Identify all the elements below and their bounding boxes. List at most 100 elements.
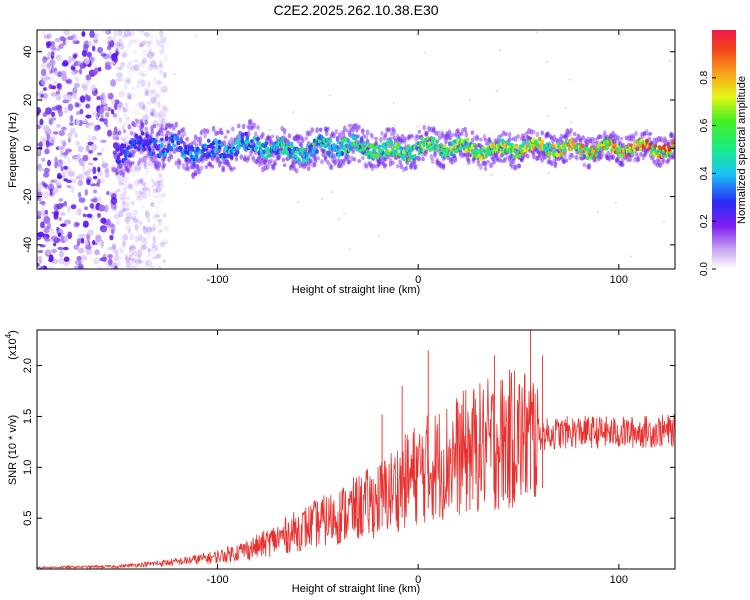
spectrogram-noise-cell [100,52,107,57]
spectrogram-band-cell [551,143,555,148]
spectrogram-noise-cell [101,98,107,105]
spectrogram-noise-cell [86,213,93,218]
spectrogram-noise-cell [57,246,63,251]
spectrogram-band-halo [575,154,579,161]
spectrogram-band-halo [392,131,396,136]
spectrogram-noise-cell [100,239,104,248]
spectrogram-noise-cell [146,253,151,259]
spectrogram-band-halo [475,134,479,140]
spectrogram-band-halo [370,166,375,172]
colorbar: 0.0 0.2 0.4 0.6 0.8 Normalized spectral ampl… [699,30,748,276]
spectrogram-band-cell [122,143,127,149]
spectrogram-noise-cell [75,207,79,216]
spectrogram-sparse-cell [547,114,550,117]
spectrogram-noise-cell [158,173,163,178]
spectrogram-noise-cell [38,141,43,149]
spectrogram-band-halo [578,138,583,145]
spectrogram-noise-cell [78,68,83,75]
spectrogram-noise-cell [62,140,67,147]
spectrogram-noise-cell [138,221,143,226]
spectrogram-band-halo [570,152,575,159]
spectrogram-noise-cell [136,180,143,188]
snr-scale-exponent: 4 [4,333,13,338]
spectrogram-noise-cell [158,70,164,74]
spectrogram-noise-cell [58,109,64,117]
spectrogram-noise-cell [144,109,148,114]
spectrogram-band-halo [192,139,197,146]
spectrogram-noise-cell [52,131,59,135]
spectrogram-noise-cell [101,227,107,233]
spectrogram-noise-cell [65,219,70,225]
spectrogram-noise-cell [123,113,127,118]
spectrogram-noise-cell [153,93,160,99]
spectrogram-noise-cell [142,161,147,169]
spectrogram-noise-cell [74,102,80,108]
spectrogram-noise-cell [61,126,67,131]
spectrogram-noise-cell [74,76,80,83]
spectrogram-band-cell [618,153,623,159]
spectrogram-band-halo [599,134,603,140]
spectrogram-band-halo [246,130,251,138]
spectrogram-band-halo [361,155,365,161]
spectrogram-noise-cell [54,37,62,43]
spectrogram-noise-cell [107,253,114,259]
spectrogram-noise-cell [82,213,87,218]
spectrogram-noise-cell [147,124,151,133]
spectrogram-noise-cell [137,78,141,83]
spectrogram-noise-cell [150,178,154,182]
spectrogram-noise-cell [74,132,78,139]
spectrogram-noise-cell [139,174,143,182]
spectrogram-band-halo [486,159,490,164]
spectrogram-band-halo [216,157,221,162]
spectrogram-band-cell [658,145,662,150]
spectrogram-sparse-cell [499,48,502,51]
spectrogram-noise-cell [118,30,123,36]
spectrogram-noise-cell [60,223,67,227]
spectrogram-noise-cell [154,254,161,258]
spectrogram-band-halo [281,157,286,163]
colorbar-tick-label: 0.0 [699,262,710,276]
spectrogram-noise-cell [122,207,126,212]
spectrogram-noise-cell [146,101,152,106]
spectrogram-band-halo [380,130,384,136]
spectrogram-noise-cell [118,101,124,109]
spectrogram-band-halo [341,131,346,138]
spectrogram-noise-cell [53,242,57,247]
spectrogram-noise-cell [148,91,153,99]
spectrogram-noise-cell [69,122,74,126]
spectrogram-noise-cell [129,233,135,241]
spectrogram-noise-cell [120,197,127,202]
spectrogram-noise-cell [154,35,159,42]
snr-series-line [37,369,675,569]
spectrogram-noise-cell [151,180,156,189]
spectrogram-noise-cell [159,49,165,55]
spectrogram-band-halo [628,156,632,163]
spectrogram-noise-cell [49,188,53,196]
spectrogram-noise-cell [122,176,130,184]
spectrogram-noise-cell [133,179,140,188]
spectrogram-noise-cell [160,105,167,111]
spectrogram-noise-cell [58,146,64,151]
spectrogram-band-halo [178,160,182,166]
spectrogram-noise-cell [106,92,113,100]
spectrogram-band-halo [204,164,209,169]
spectrogram-noise-cell [88,149,94,154]
spectrogram-noise-cell [123,30,131,38]
spectrogram-noise-cell [160,123,165,127]
spectrogram-noise-cell [87,122,95,126]
spectrogram-noise-cell [162,241,169,245]
spectrogram-sparse-cell [330,191,333,194]
spectrogram-noise-cell [43,228,50,233]
spectrogram-sparse-cell [416,125,419,128]
spectrogram-noise-cell [57,45,61,52]
spectrogram-noise-cell [124,216,132,225]
spectrogram-band-halo [253,131,258,137]
spectrogram-sparse-cell [536,31,539,34]
snr-marks [37,330,675,569]
spectrogram-noise-cell [123,186,128,195]
spectrogram-noise-cell [50,138,55,146]
spectrogram-noise-cell [70,204,77,210]
spectrogram-noise-cell [122,207,129,212]
spectrogram-noise-cell [111,98,116,106]
spectrogram-noise-cell [67,103,74,111]
